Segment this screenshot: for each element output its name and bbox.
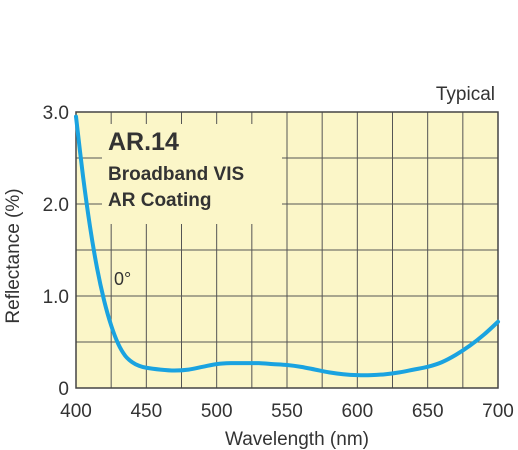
info-box-background	[102, 124, 282, 224]
x-tick-label: 400	[60, 401, 92, 422]
series-label-0-degree: 0°	[114, 269, 131, 289]
typical-note: Typical	[436, 84, 495, 105]
y-tick-label: 3.0	[43, 103, 69, 124]
chart-title: AR.14	[108, 128, 179, 156]
x-axis-title: Wavelength (nm)	[225, 429, 369, 450]
x-tick-label: 650	[412, 401, 444, 422]
y-tick-label: 1.0	[43, 287, 69, 308]
x-tick-labels: 400 450 500 550 600 650 700	[60, 401, 514, 422]
chart-subtitle-line-2: AR Coating	[108, 190, 211, 211]
coating-info-box: AR.14 Broadband VIS AR Coating	[102, 124, 282, 224]
x-tick-label: 550	[271, 401, 303, 422]
plot-frame	[75, 111, 499, 389]
y-axis-title: Reflectance (%)	[3, 188, 24, 323]
y-tick-labels: 0 1.0 2.0 3.0	[43, 103, 69, 400]
y-tick-label: 2.0	[43, 195, 69, 216]
series-line-0-degree	[74, 114, 500, 378]
x-tick-label: 700	[482, 401, 514, 422]
y-tick-label: 0	[58, 379, 69, 400]
x-tick-label: 500	[201, 401, 233, 422]
chart-subtitle-line-1: Broadband VIS	[108, 164, 244, 185]
x-tick-label: 600	[341, 401, 373, 422]
x-tick-label: 450	[130, 401, 162, 422]
